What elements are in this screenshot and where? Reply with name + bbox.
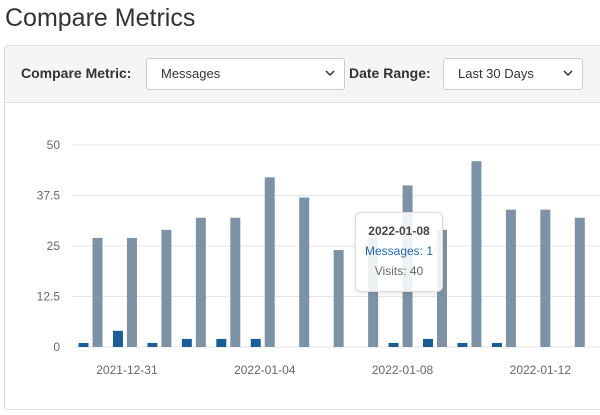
- bar-visits: [540, 209, 551, 347]
- bar-visits: [126, 237, 137, 347]
- bar-visits: [368, 237, 379, 347]
- x-tick-label: 2022-01-08: [372, 363, 434, 377]
- panel-heading: Compare Metric: Messages Date Range: Las…: [5, 46, 600, 103]
- bar-messages: [457, 342, 468, 347]
- chevron-down-icon: [563, 70, 573, 77]
- bar-visits: [161, 229, 172, 347]
- bar-messages: [423, 338, 433, 347]
- y-tick-label: 25: [47, 239, 61, 253]
- date-range-select[interactable]: Last 30 Days: [443, 58, 583, 90]
- y-tick-label: 37.5: [37, 189, 61, 203]
- bar-visits: [230, 217, 241, 347]
- bar-messages: [78, 342, 89, 347]
- tooltip-visits-value: 40: [409, 264, 424, 278]
- bar-visits: [299, 197, 310, 347]
- y-tick-label: 12.5: [37, 290, 61, 304]
- compare-metric-label: Compare Metric:: [21, 65, 132, 81]
- bar-visits: [471, 161, 482, 347]
- date-range-label: Date Range:: [349, 65, 431, 81]
- date-range-value: Last 30 Days: [458, 66, 534, 81]
- tooltip-visits-label: Visits:: [374, 264, 410, 278]
- tooltip-date: 2022-01-08: [368, 224, 430, 238]
- tooltip-messages-label: Messages:: [364, 244, 427, 258]
- bar-messages: [147, 342, 158, 347]
- bar-visits: [264, 177, 275, 347]
- bar-messages: [216, 338, 227, 347]
- bar-visits: [195, 217, 206, 347]
- page-title: Compare Metrics: [5, 4, 196, 32]
- bar-messages: [388, 342, 399, 347]
- bar-messages: [250, 338, 261, 347]
- chart-tooltip: 2022-01-08 Messages: 1 Visits: 40: [355, 212, 443, 292]
- tooltip-messages-value: 1: [426, 244, 434, 258]
- bar-messages: [181, 338, 192, 347]
- y-tick-label: 50: [47, 138, 61, 152]
- bar-messages: [491, 342, 502, 347]
- bar-messages: [112, 330, 123, 347]
- bar-visits: [505, 209, 516, 347]
- tooltip-messages: Messages: 1: [356, 244, 442, 258]
- tooltip-visits: Visits: 40: [356, 264, 442, 278]
- compare-metric-select[interactable]: Messages: [146, 58, 345, 90]
- chevron-down-icon: [325, 70, 335, 77]
- x-tick-label: 2022-01-04: [234, 363, 296, 377]
- x-tick-label: 2021-12-31: [96, 363, 158, 377]
- y-tick-label: 0: [53, 340, 60, 354]
- bar-visits: [574, 217, 585, 347]
- bar-visits: [333, 250, 344, 347]
- bar-visits: [92, 237, 103, 347]
- x-tick-label: 2022-01-12: [510, 363, 572, 377]
- compare-metric-value: Messages: [161, 66, 221, 81]
